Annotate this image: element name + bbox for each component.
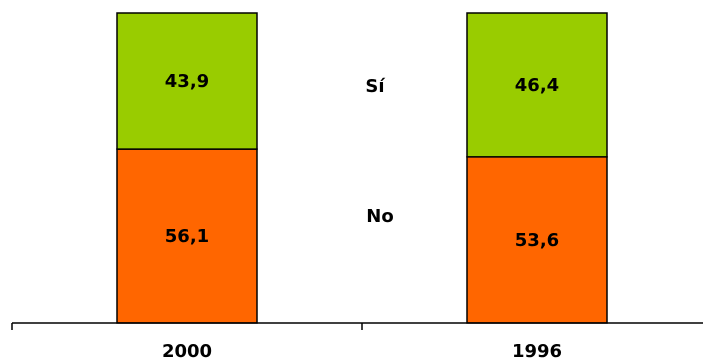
series-label-si: Sí: [365, 76, 385, 97]
bars-group: [116, 12, 608, 324]
value-label-no-2000: 56,1: [165, 226, 209, 247]
bar-no-2000: [116, 148, 258, 324]
value-label-s-1996: 46,4: [515, 75, 559, 96]
x-tick-label-1996: 1996: [512, 341, 562, 362]
value-label-no-1996: 53,6: [515, 230, 559, 251]
bar-s-1996: [466, 12, 608, 158]
series-label-no: No: [366, 206, 393, 227]
value-label-s-2000: 43,9: [165, 71, 209, 92]
bar-s-2000: [116, 12, 258, 150]
value-labels-group: 56,1 43,9 53,6 46,4: [165, 71, 559, 251]
x-tick-label-2000: 2000: [162, 341, 212, 362]
